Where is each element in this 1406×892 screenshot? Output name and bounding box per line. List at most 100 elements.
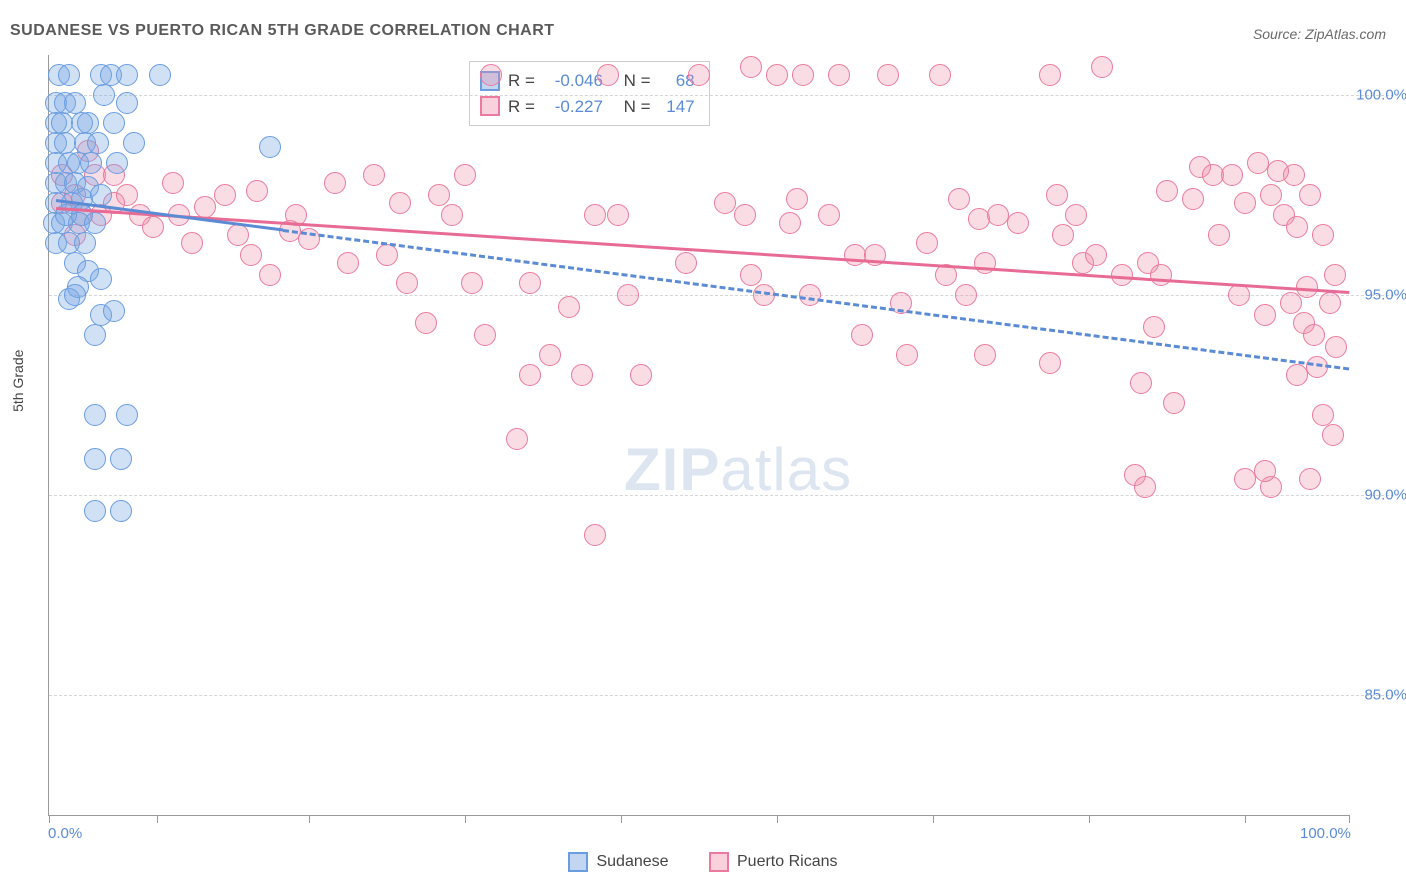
puerto-ricans-point <box>974 344 996 366</box>
puerto-ricans-point <box>519 364 541 386</box>
x-tick <box>1245 815 1246 823</box>
puerto-ricans-point <box>558 296 580 318</box>
puerto-ricans-point <box>1322 424 1344 446</box>
sudanese-point <box>106 152 128 174</box>
puerto-ricans-point <box>337 252 359 274</box>
puerto-ricans-point <box>584 204 606 226</box>
puerto-ricans-point <box>324 172 346 194</box>
puerto-ricans-point <box>194 196 216 218</box>
legend-item-sudanese: Sudanese <box>568 852 668 872</box>
puerto-ricans-point <box>571 364 593 386</box>
correlation-legend-box: R = -0.046 N = 68 R = -0.227 N = 147 <box>469 61 710 126</box>
puerto-ricans-point <box>1130 372 1152 394</box>
puerto-ricans-point <box>1156 180 1178 202</box>
puerto-ricans-point <box>1085 244 1107 266</box>
puerto-ricans-point <box>480 64 502 86</box>
puerto-ricans-point <box>474 324 496 346</box>
puerto-ricans-point <box>766 64 788 86</box>
puerto-ricans-point <box>740 264 762 286</box>
puerto-ricans-point <box>181 232 203 254</box>
watermark-light: atlas <box>720 436 852 503</box>
sudanese-point <box>58 64 80 86</box>
sudanese-point <box>149 64 171 86</box>
puerto-ricans-point <box>1007 212 1029 234</box>
puerto-ricans-point <box>441 204 463 226</box>
y-tick-label: 85.0% <box>1364 687 1406 704</box>
puerto-ricans-point <box>415 312 437 334</box>
puerto-ricans-point <box>675 252 697 274</box>
puerto-ricans-point <box>630 364 652 386</box>
sudanese-point <box>87 132 109 154</box>
puerto-ricans-n-value: 147 <box>659 94 695 120</box>
gridline <box>49 95 1394 96</box>
legend-label-sudanese: Sudanese <box>596 853 668 871</box>
puerto-ricans-point <box>259 264 281 286</box>
puerto-ricans-point <box>740 56 762 78</box>
puerto-ricans-point <box>799 284 821 306</box>
puerto-ricans-point <box>1286 216 1308 238</box>
sudanese-trendline <box>283 229 1349 370</box>
sudanese-point <box>116 404 138 426</box>
puerto-ricans-point <box>1065 204 1087 226</box>
puerto-ricans-point <box>1150 264 1172 286</box>
puerto-ricans-point <box>1234 192 1256 214</box>
sudanese-swatch-icon <box>568 852 588 872</box>
puerto-ricans-point <box>948 188 970 210</box>
sudanese-point <box>64 92 86 114</box>
puerto-ricans-point <box>1221 164 1243 186</box>
chart-title: SUDANESE VS PUERTO RICAN 5TH GRADE CORRE… <box>10 22 555 40</box>
puerto-ricans-point <box>1039 64 1061 86</box>
puerto-ricans-point <box>539 344 561 366</box>
puerto-ricans-point <box>1143 316 1165 338</box>
puerto-ricans-point <box>792 64 814 86</box>
puerto-ricans-point <box>955 284 977 306</box>
puerto-ricans-point <box>1046 184 1068 206</box>
puerto-ricans-point <box>1039 352 1061 374</box>
sudanese-point <box>110 448 132 470</box>
puerto-ricans-point <box>389 192 411 214</box>
x-axis-max-label: 100.0% <box>1300 825 1351 842</box>
puerto-ricans-point <box>929 64 951 86</box>
puerto-ricans-point <box>818 204 840 226</box>
puerto-ricans-swatch-icon <box>480 96 500 116</box>
sudanese-point <box>80 152 102 174</box>
puerto-ricans-point <box>1163 392 1185 414</box>
sudanese-point <box>74 232 96 254</box>
puerto-ricans-point <box>506 428 528 450</box>
n-label: N = <box>624 94 651 120</box>
puerto-ricans-point <box>519 272 541 294</box>
puerto-ricans-point <box>396 272 418 294</box>
puerto-ricans-point <box>1091 56 1113 78</box>
puerto-ricans-point <box>1254 304 1276 326</box>
puerto-ricans-point <box>1283 164 1305 186</box>
x-tick <box>1349 815 1350 823</box>
sudanese-point <box>90 268 112 290</box>
puerto-ricans-point <box>1254 460 1276 482</box>
sudanese-point <box>90 184 112 206</box>
puerto-ricans-point <box>454 164 476 186</box>
watermark-bold: ZIP <box>624 436 720 503</box>
puerto-ricans-point <box>214 184 236 206</box>
puerto-ricans-point <box>786 188 808 210</box>
sudanese-point <box>84 212 106 234</box>
gridline <box>49 295 1394 296</box>
x-tick <box>621 815 622 823</box>
puerto-ricans-point <box>607 204 629 226</box>
puerto-ricans-point <box>1312 404 1334 426</box>
correlation-row-sudanese: R = -0.046 N = 68 <box>480 68 695 94</box>
gridline <box>49 695 1394 696</box>
r-label: R = <box>508 68 535 94</box>
puerto-ricans-point <box>916 232 938 254</box>
r-label: R = <box>508 94 535 120</box>
puerto-ricans-point <box>1299 184 1321 206</box>
puerto-ricans-point <box>1312 224 1334 246</box>
puerto-ricans-point <box>162 172 184 194</box>
sudanese-point <box>84 500 106 522</box>
x-tick <box>1089 815 1090 823</box>
puerto-ricans-point <box>376 244 398 266</box>
sudanese-point <box>64 284 86 306</box>
puerto-ricans-point <box>828 64 850 86</box>
x-tick <box>777 815 778 823</box>
puerto-ricans-point <box>1280 292 1302 314</box>
watermark-text: ZIPatlas <box>624 435 852 504</box>
